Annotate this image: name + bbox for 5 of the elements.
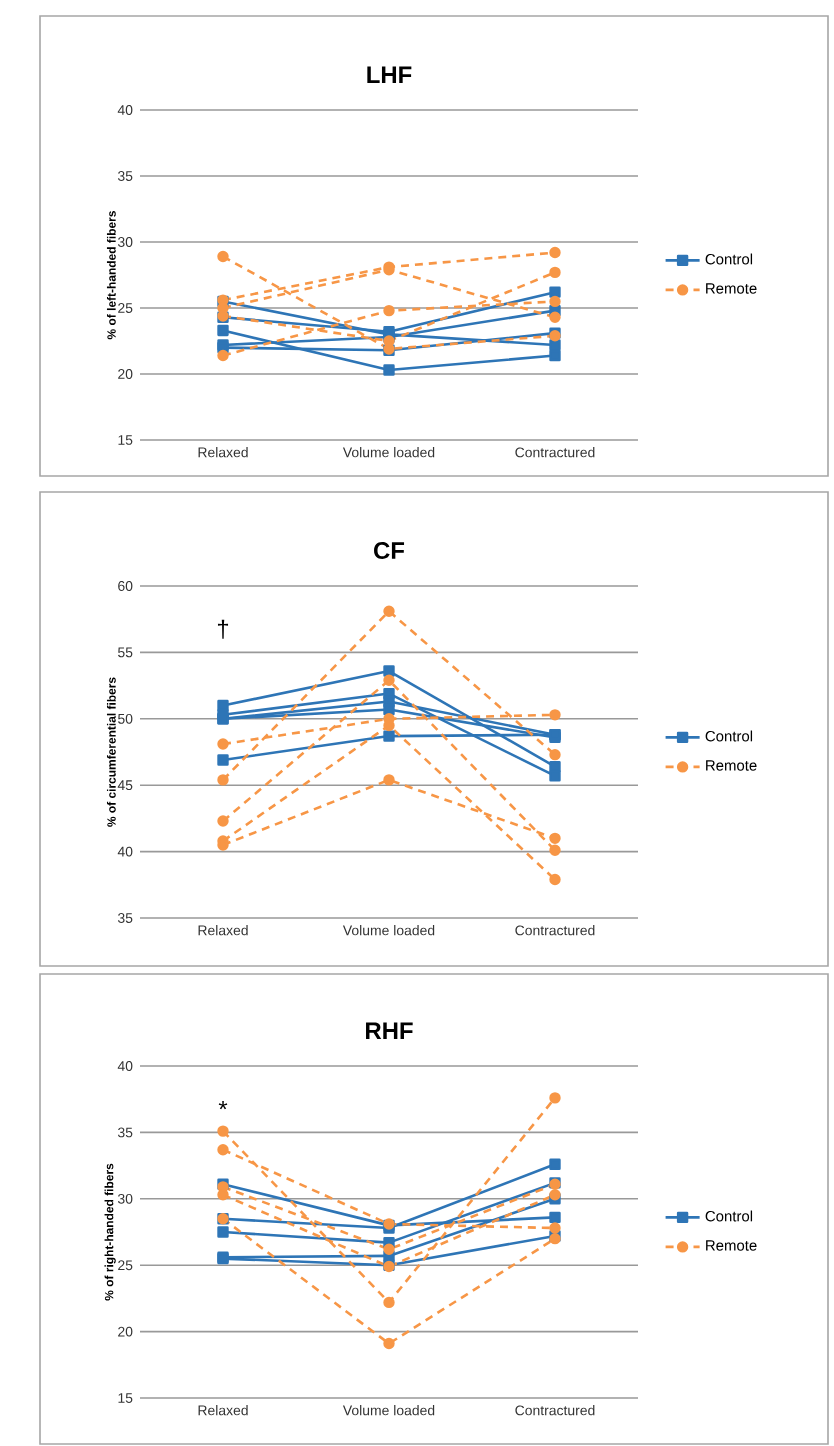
- chart-title: CF: [374, 542, 405, 559]
- chart-title: LHF: [367, 66, 412, 84]
- chart-title: RHF: [366, 1022, 413, 1040]
- annotation: †: [217, 619, 229, 639]
- annotation: *: [218, 1100, 228, 1110]
